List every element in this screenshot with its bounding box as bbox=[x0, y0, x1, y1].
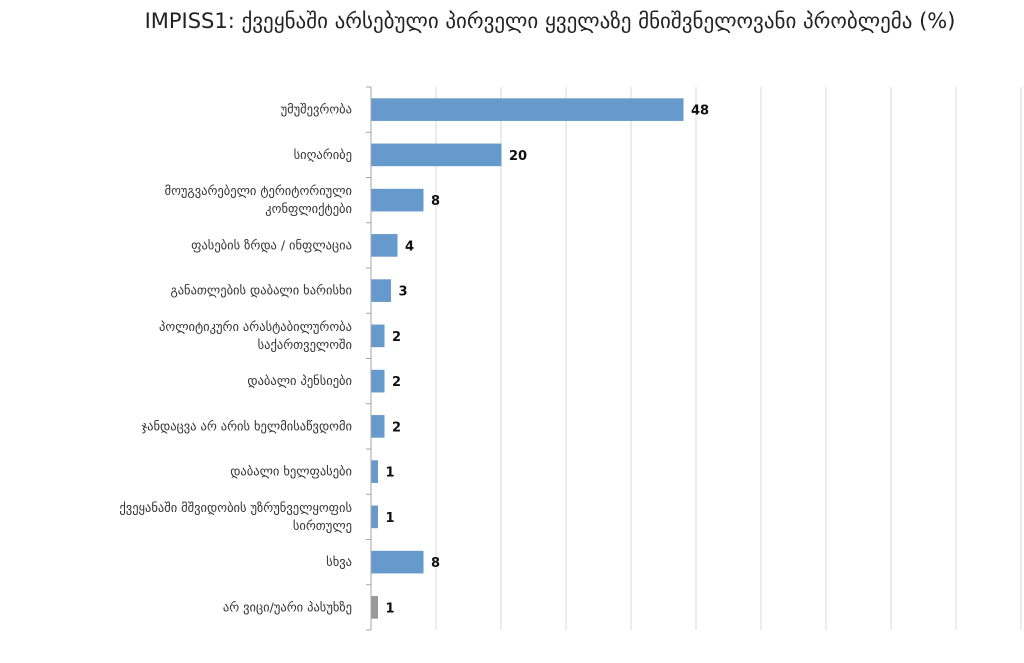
category-label: მოუგვარებელი ტერიტორიული კონფლიქტები bbox=[165, 183, 352, 216]
bar bbox=[371, 596, 378, 619]
category-label: დაბალი პენსიები bbox=[247, 373, 352, 388]
category-labels: უმუშევრობა სიღარიბე მოუგვარებელი ტერიტორიუ… bbox=[119, 102, 352, 615]
category-label: არ ვიცი/უარი პასუხზე bbox=[223, 599, 352, 614]
category-label: სხვა bbox=[326, 554, 352, 569]
bar bbox=[371, 415, 385, 438]
bar bbox=[371, 460, 378, 483]
bar bbox=[371, 369, 385, 393]
bars bbox=[371, 98, 684, 619]
bar bbox=[371, 550, 424, 574]
category-label: ჯანდაცვა არ არის ხელმისაწვდომი bbox=[141, 418, 352, 433]
value-label: 1 bbox=[386, 601, 395, 616]
value-label: 2 bbox=[392, 330, 401, 345]
chart-title: IMPISS1: ქვეყნაში არსებული პირველი ყველა… bbox=[144, 9, 956, 33]
category-label: სიღარიბე bbox=[294, 147, 352, 162]
bar bbox=[371, 505, 378, 529]
value-label: 1 bbox=[386, 511, 395, 526]
category-label: განათლების დაბალი ხარისხი bbox=[170, 283, 352, 298]
bar bbox=[371, 188, 424, 212]
value-label: 4 bbox=[405, 239, 414, 254]
category-label: ფასების ზრდა / ინფლაცია bbox=[191, 237, 352, 252]
axis bbox=[366, 86, 372, 631]
value-label: 1 bbox=[386, 466, 395, 481]
category-label: პოლიტიკური არასტაბილურობა საქართველოში bbox=[159, 319, 352, 352]
value-label: 2 bbox=[392, 375, 401, 390]
value-label: 48 bbox=[691, 104, 709, 119]
category-label: დაბალი ხელფასები bbox=[230, 464, 352, 479]
value-label: 2 bbox=[392, 420, 401, 435]
value-label: 20 bbox=[509, 149, 527, 164]
category-label: უმუშევრობა bbox=[281, 102, 352, 117]
bar bbox=[371, 234, 398, 257]
value-label: 8 bbox=[431, 556, 440, 571]
value-label: 3 bbox=[399, 285, 408, 300]
value-label: 8 bbox=[431, 194, 440, 209]
value-labels: 48 20 8 4 3 2 2 2 1 1 8 1 bbox=[386, 104, 710, 617]
bar bbox=[371, 98, 684, 121]
category-label: ქვეყანაში მშვიდობის უზრუნველყოფის სირთულე bbox=[119, 500, 352, 533]
bar bbox=[371, 279, 391, 302]
bar bbox=[371, 324, 385, 348]
bar bbox=[371, 143, 502, 167]
gridlines bbox=[435, 87, 1022, 630]
